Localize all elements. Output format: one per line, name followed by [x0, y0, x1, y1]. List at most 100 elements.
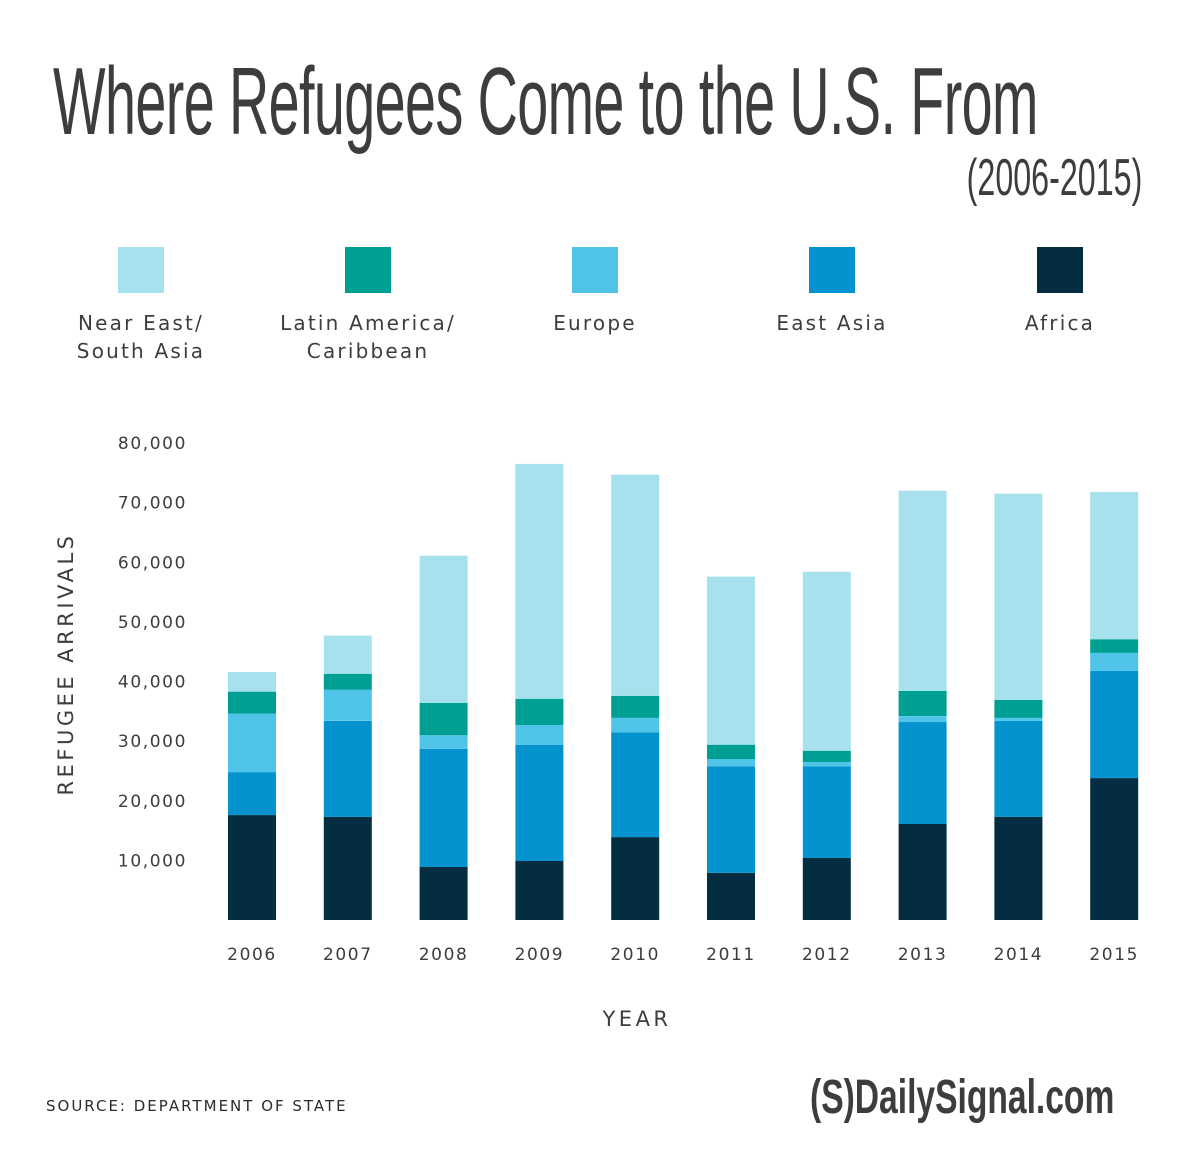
bar-segment-latin-america-caribbean-2011 — [707, 744, 755, 759]
bar-segment-east-asia-2011 — [707, 766, 755, 873]
legend-label-africa: Africa — [1024, 311, 1096, 335]
y-axis-ticks: 10,000 20,000 30,000 40,000 50,000 60,000 70,0… — [118, 434, 187, 871]
legend-item-latin-america: Latin America/ Caribbean — [248, 247, 488, 365]
bar-segment-africa-2008 — [419, 866, 468, 920]
bar-stack-2015 — [1090, 491, 1139, 920]
legend-swatch-europe — [572, 247, 618, 293]
x-tick-label: 2012 — [802, 945, 852, 965]
bar-stack-2012 — [802, 571, 851, 920]
legend-swatch-africa — [1037, 247, 1083, 293]
bar-segment-latin-america-caribbean-2013 — [898, 691, 947, 716]
x-tick-label: 2013 — [898, 945, 948, 965]
bar-segment-near-east-south-asia-2012 — [802, 571, 851, 751]
bar-segment-europe-2008 — [419, 735, 468, 749]
bar-segment-latin-america-caribbean-2012 — [802, 750, 851, 762]
legend-swatch-latin-america — [345, 247, 391, 293]
bar-stack-2014 — [994, 493, 1043, 920]
chart-title: Where Refugees Come to the U.S. From — [53, 48, 1038, 155]
y-axis-title: REFUGEE ARRIVALS — [54, 533, 78, 796]
bar-segment-europe-2015 — [1090, 652, 1139, 671]
bar-stack-2010 — [611, 474, 660, 920]
y-tick-label: 70,000 — [118, 494, 187, 514]
chart-title-container: Where Refugees Come to the U.S. From — [0, 52, 1200, 152]
bar-segment-latin-america-caribbean-2014 — [994, 700, 1043, 718]
legend-label-east-asia: East Asia — [776, 311, 888, 335]
bar-segment-latin-america-caribbean-2010 — [611, 695, 660, 718]
bar-segment-africa-2010 — [611, 837, 660, 920]
bar-segment-latin-america-caribbean-2015 — [1090, 639, 1139, 653]
x-tick-label: 2014 — [994, 945, 1044, 965]
bar-segment-east-asia-2014 — [994, 720, 1043, 817]
x-tick-label: 2009 — [515, 945, 565, 965]
bar-segment-europe-2009 — [515, 725, 564, 745]
bar-stack-2009 — [515, 463, 564, 920]
source-note: SOURCE: DEPARTMENT OF STATE — [46, 1097, 348, 1115]
bar-segment-latin-america-caribbean-2009 — [515, 698, 564, 725]
bar-segment-near-east-south-asia-2009 — [515, 463, 564, 699]
x-tick-label: 2010 — [610, 945, 660, 965]
bar-segment-near-east-south-asia-2015 — [1090, 491, 1139, 640]
bar-stack-2013 — [898, 490, 947, 920]
bar-segment-latin-america-caribbean-2007 — [323, 673, 372, 690]
x-tick-label: 2015 — [1089, 945, 1139, 965]
bar-segment-east-asia-2006 — [228, 772, 276, 815]
bar-segment-africa-2014 — [994, 816, 1043, 920]
legend-label-latin-america: Latin America/ Caribbean — [280, 311, 456, 363]
bar-segment-europe-2010 — [611, 717, 660, 733]
bar-segment-near-east-south-asia-2013 — [898, 490, 947, 691]
bar-segment-europe-2006 — [228, 713, 276, 773]
x-tick-label: 2008 — [419, 945, 469, 965]
bar-segment-africa-2007 — [323, 816, 372, 920]
legend-item-europe: Europe — [475, 247, 715, 337]
bar-segment-africa-2012 — [802, 858, 851, 920]
legend-item-africa: Africa — [940, 247, 1180, 337]
bar-segment-near-east-south-asia-2010 — [611, 474, 660, 696]
legend-label-europe: Europe — [553, 311, 637, 335]
bar-segment-east-asia-2013 — [898, 722, 947, 824]
y-tick-label: 50,000 — [118, 613, 187, 633]
bar-stack-2011 — [707, 576, 755, 920]
bar-segment-africa-2013 — [898, 824, 947, 920]
bar-segment-east-asia-2008 — [419, 748, 468, 867]
bars — [228, 463, 1139, 920]
legend-item-near-east: Near East/ South Asia — [21, 247, 261, 365]
bar-segment-near-east-south-asia-2007 — [323, 635, 372, 674]
y-tick-label: 60,000 — [118, 553, 187, 573]
bar-segment-near-east-south-asia-2008 — [419, 555, 468, 703]
bar-segment-near-east-south-asia-2006 — [228, 672, 276, 692]
bar-segment-east-asia-2015 — [1090, 670, 1139, 779]
y-tick-label: 30,000 — [118, 732, 187, 752]
x-tick-label: 2006 — [227, 945, 277, 965]
legend-swatch-east-asia — [809, 247, 855, 293]
bar-segment-europe-2013 — [898, 716, 947, 723]
legend-item-east-asia: East Asia — [712, 247, 952, 337]
x-axis-ticks: 2006 2007 2008 2009 2010 2011 2012 2013 2014 2015 — [227, 945, 1139, 965]
bar-stack-2006 — [228, 672, 276, 920]
y-tick-label: 40,000 — [118, 673, 187, 693]
bar-segment-europe-2007 — [323, 689, 372, 721]
bar-segment-africa-2006 — [228, 815, 276, 920]
bar-segment-near-east-south-asia-2014 — [994, 493, 1043, 700]
bar-stack-2008 — [419, 555, 468, 920]
bar-segment-east-asia-2007 — [323, 720, 372, 817]
daily-signal-logo: (S)DailySignal.com — [810, 1071, 1115, 1124]
y-tick-label: 20,000 — [118, 792, 187, 812]
bar-segment-europe-2012 — [802, 762, 851, 767]
bar-stack-2007 — [323, 635, 372, 920]
chart-subtitle: (2006-2015) — [966, 149, 1142, 207]
bar-segment-latin-america-caribbean-2008 — [419, 703, 468, 736]
bar-segment-africa-2011 — [707, 872, 755, 920]
bar-segment-africa-2015 — [1090, 778, 1139, 920]
y-tick-label: 10,000 — [118, 851, 187, 871]
bar-segment-europe-2014 — [994, 717, 1043, 721]
x-axis-title: YEAR — [601, 1007, 671, 1031]
bar-segment-east-asia-2012 — [802, 766, 851, 858]
bar-segment-africa-2009 — [515, 861, 564, 920]
bar-segment-latin-america-caribbean-2006 — [228, 691, 276, 714]
bar-segment-near-east-south-asia-2011 — [707, 576, 755, 745]
bar-segment-east-asia-2010 — [611, 732, 660, 838]
legend-label-near-east: Near East/ South Asia — [76, 311, 206, 363]
legend-swatch-near-east — [118, 247, 164, 293]
x-tick-label: 2007 — [323, 945, 373, 965]
